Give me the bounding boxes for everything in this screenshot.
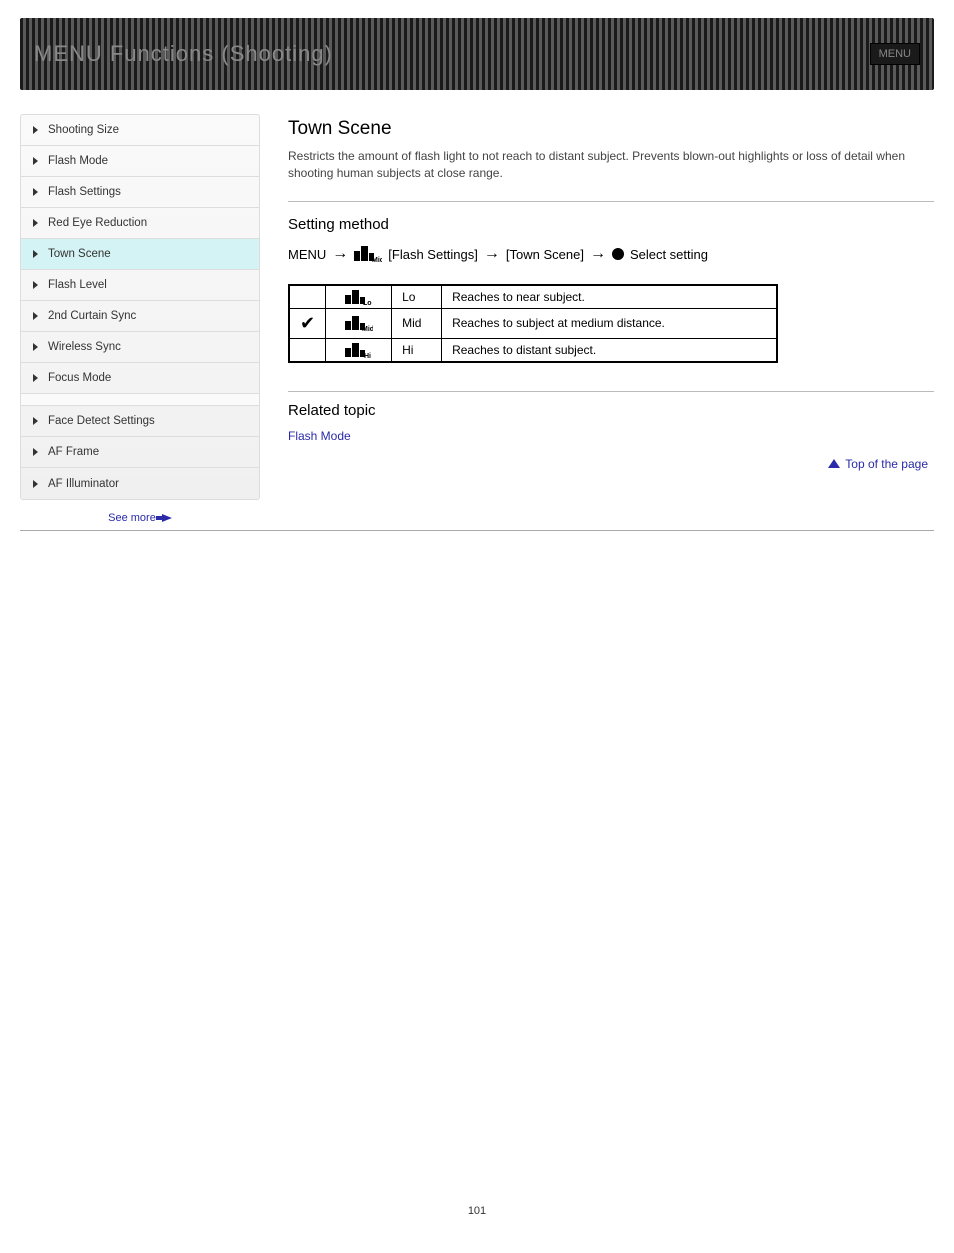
sidebar-item-label: Town Scene bbox=[48, 248, 111, 260]
breadcrumb-step: [Flash Settings] bbox=[388, 247, 478, 262]
table-row: Hi Hi Reaches to distant subject. bbox=[289, 338, 777, 362]
sidebar-item-face-detect[interactable]: Face Detect Settings bbox=[21, 406, 259, 437]
check-cell bbox=[289, 285, 326, 309]
check-cell bbox=[289, 338, 326, 362]
arrow-icon: → bbox=[332, 246, 348, 262]
sidebar-item-label: Focus Mode bbox=[48, 372, 111, 384]
chevron-right-icon bbox=[33, 417, 38, 425]
chevron-right-icon bbox=[33, 157, 38, 165]
breadcrumb-path: MENU → Mid [Flash Settings] → [Town Scen… bbox=[288, 243, 934, 266]
sidebar-item-flash-level[interactable]: Flash Level bbox=[21, 270, 259, 301]
icon-cell: Lo bbox=[326, 285, 392, 309]
setting-method-section: Setting method MENU → Mid [Flash Setting… bbox=[288, 201, 934, 373]
chevron-right-icon bbox=[33, 374, 38, 382]
sidebar-item-label: Flash Level bbox=[48, 279, 107, 291]
breadcrumb-step: MENU bbox=[288, 247, 326, 262]
sidebar-item-af-frame[interactable]: AF Frame bbox=[21, 437, 259, 468]
sidebar-item-flash-settings[interactable]: Flash Settings bbox=[21, 177, 259, 208]
option-desc: Reaches to distant subject. bbox=[442, 338, 777, 362]
chevron-right-icon bbox=[33, 126, 38, 134]
chevron-right-icon bbox=[33, 480, 38, 488]
options-table: Lo Lo Reaches to near subject. ✔ Mid Mid… bbox=[288, 284, 778, 363]
see-more-label: See more bbox=[108, 512, 156, 524]
svg-text:Mid: Mid bbox=[372, 257, 382, 263]
icon-cell: Hi bbox=[326, 338, 392, 362]
arrow-icon: → bbox=[590, 246, 606, 262]
sidebar-item-red-eye[interactable]: Red Eye Reduction bbox=[21, 208, 259, 239]
breadcrumb-step: [Town Scene] bbox=[506, 247, 584, 262]
sidebar-item-shooting-size[interactable]: Shooting Size bbox=[21, 115, 259, 146]
check-cell: ✔ bbox=[289, 308, 326, 338]
sidebar-item-label: Face Detect Settings bbox=[48, 415, 155, 427]
sidebar-item-focus-mode[interactable]: Focus Mode bbox=[21, 363, 259, 394]
footer-rule bbox=[20, 530, 934, 531]
sidebar-item-wireless-sync[interactable]: Wireless Sync bbox=[21, 332, 259, 363]
chevron-right-icon bbox=[33, 188, 38, 196]
sidebar-item-label: Shooting Size bbox=[48, 124, 119, 136]
chevron-right-icon bbox=[33, 343, 38, 351]
top-link-label: Top of the page bbox=[845, 457, 928, 471]
svg-text:Lo: Lo bbox=[363, 300, 372, 306]
triangle-up-icon bbox=[828, 459, 840, 468]
option-desc: Reaches to subject at medium distance. bbox=[442, 308, 777, 338]
header-menu-box: MENU bbox=[870, 43, 920, 65]
sidebar-item-label: AF Illuminator bbox=[48, 478, 119, 490]
nav-separator bbox=[21, 394, 259, 406]
option-label: Lo bbox=[392, 285, 442, 309]
page-number: 101 bbox=[0, 1205, 954, 1217]
arrow-right-icon bbox=[162, 514, 172, 522]
nav-list: Shooting Size Flash Mode Flash Settings … bbox=[20, 114, 260, 500]
sidebar-item-label: Flash Mode bbox=[48, 155, 108, 167]
related-link[interactable]: Flash Mode bbox=[288, 429, 351, 443]
page-title: Town Scene bbox=[288, 118, 934, 140]
sidebar-item-town-scene[interactable]: Town Scene bbox=[21, 239, 259, 270]
chevron-right-icon bbox=[33, 250, 38, 258]
sidebar-item-label: Wireless Sync bbox=[48, 341, 121, 353]
table-row: Lo Lo Reaches to near subject. bbox=[289, 285, 777, 309]
table-row: ✔ Mid Mid Reaches to subject at medium d… bbox=[289, 308, 777, 338]
option-label: Mid bbox=[392, 308, 442, 338]
buildings-hi-icon: Hi bbox=[345, 341, 373, 359]
sidebar-item-2nd-curtain[interactable]: 2nd Curtain Sync bbox=[21, 301, 259, 332]
sidebar-item-af-illuminator[interactable]: AF Illuminator bbox=[21, 468, 259, 499]
option-desc: Reaches to near subject. bbox=[442, 285, 777, 309]
chevron-right-icon bbox=[33, 219, 38, 227]
page-description: Restricts the amount of flash light to n… bbox=[288, 148, 934, 183]
chevron-right-icon bbox=[33, 312, 38, 320]
sidebar-item-label: Red Eye Reduction bbox=[48, 217, 147, 229]
sidebar-item-flash-mode[interactable]: Flash Mode bbox=[21, 146, 259, 177]
sidebar: Shooting Size Flash Mode Flash Settings … bbox=[20, 114, 260, 524]
buildings-mid-icon: Mid bbox=[354, 243, 382, 266]
main-content: Town Scene Restricts the amount of flash… bbox=[288, 114, 934, 524]
section-title: Setting method bbox=[288, 216, 934, 233]
buildings-lo-icon: Lo bbox=[345, 288, 373, 306]
sidebar-item-label: Flash Settings bbox=[48, 186, 121, 198]
breadcrumb-step: Select setting bbox=[630, 247, 708, 262]
chevron-right-icon bbox=[33, 281, 38, 289]
checkmark-icon: ✔ bbox=[300, 313, 315, 333]
option-label: Hi bbox=[392, 338, 442, 362]
divider bbox=[288, 391, 934, 392]
chevron-right-icon bbox=[33, 448, 38, 456]
buildings-mid-icon: Mid bbox=[345, 314, 373, 332]
header-bar: MENU Functions (Shooting) MENU bbox=[20, 18, 934, 90]
icon-cell: Mid bbox=[326, 308, 392, 338]
svg-text:Mid: Mid bbox=[362, 326, 373, 332]
arrow-icon: → bbox=[484, 246, 500, 262]
top-of-page-link[interactable]: Top of the page bbox=[828, 457, 928, 471]
header-title: MENU Functions (Shooting) bbox=[34, 41, 333, 67]
sidebar-item-label: AF Frame bbox=[48, 446, 99, 458]
dot-icon bbox=[612, 248, 624, 260]
sidebar-item-label: 2nd Curtain Sync bbox=[48, 310, 136, 322]
see-more-link[interactable]: See more bbox=[20, 512, 260, 524]
svg-text:Hi: Hi bbox=[364, 353, 371, 359]
related-title: Related topic bbox=[288, 402, 934, 419]
